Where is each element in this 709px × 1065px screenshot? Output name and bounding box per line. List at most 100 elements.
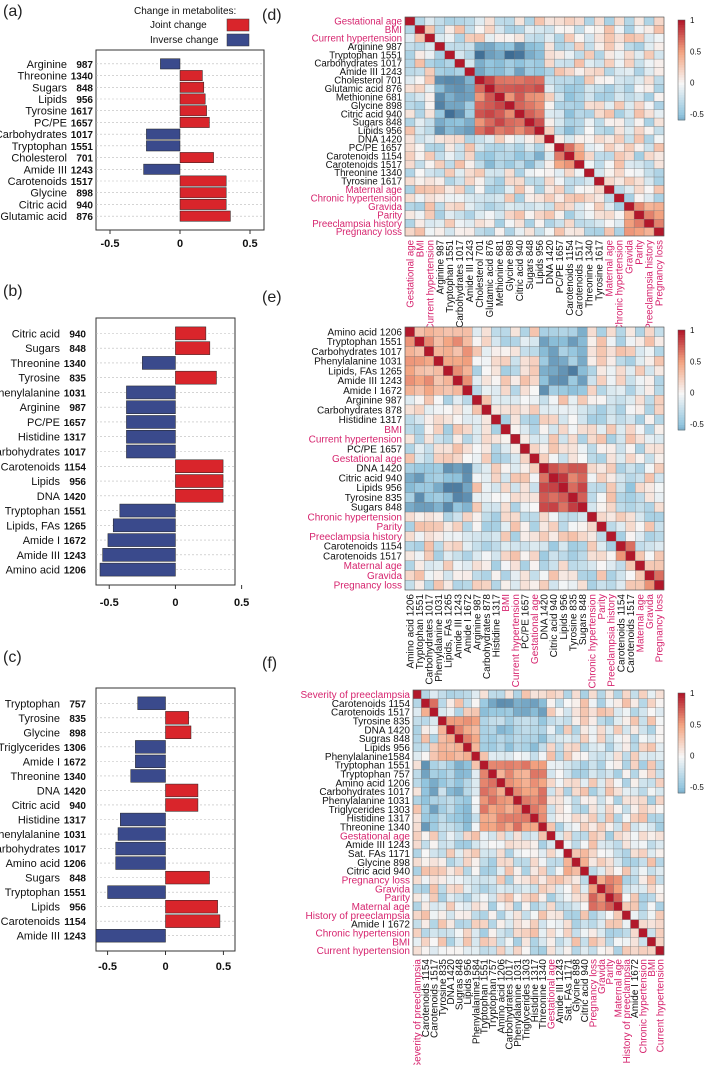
heatmap-cell bbox=[471, 560, 482, 571]
heatmap-cell bbox=[424, 414, 434, 425]
heatmap-cell bbox=[444, 160, 455, 169]
heatmap-cell bbox=[519, 443, 530, 454]
heatmap-cell bbox=[633, 219, 645, 228]
row-label: Amino acid 1206 bbox=[328, 327, 403, 338]
heatmap-cell bbox=[653, 185, 665, 195]
heatmap-cell bbox=[491, 453, 502, 464]
heatmap-cell bbox=[421, 804, 430, 814]
heatmap-cell bbox=[534, 101, 545, 110]
heatmap-cell bbox=[624, 50, 635, 60]
heatmap-cell bbox=[488, 910, 497, 920]
heatmap-cell bbox=[519, 346, 530, 357]
heatmap-cell bbox=[544, 25, 555, 34]
heatmap-cell bbox=[529, 502, 540, 513]
colorbar-step bbox=[678, 370, 685, 373]
heatmap-cell bbox=[587, 472, 598, 484]
heatmap-cell bbox=[454, 707, 464, 717]
heatmap-cell bbox=[519, 424, 530, 435]
row-label: Methionine 681 bbox=[336, 92, 402, 103]
heatmap-cell bbox=[606, 433, 617, 445]
heatmap-cell bbox=[529, 822, 539, 832]
heatmap-cell bbox=[655, 822, 665, 832]
heatmap-cell bbox=[446, 795, 455, 805]
bar bbox=[165, 798, 199, 812]
heatmap-cell bbox=[510, 521, 521, 532]
heatmap-cell bbox=[494, 227, 505, 237]
colorbar-step bbox=[678, 748, 685, 751]
wavenumber-label: 835 bbox=[69, 374, 86, 385]
heatmap-cell bbox=[437, 866, 447, 876]
heatmap-cell bbox=[500, 492, 511, 503]
heatmap-cell bbox=[462, 511, 473, 522]
heatmap-cell bbox=[494, 58, 505, 68]
heatmap-cell bbox=[452, 336, 463, 347]
heatmap-cell bbox=[622, 875, 631, 885]
category-label: Arginine bbox=[27, 59, 67, 71]
heatmap-cell bbox=[584, 16, 595, 26]
heatmap-cell bbox=[471, 414, 482, 425]
heatmap-cell bbox=[544, 134, 555, 144]
heatmap-cell bbox=[548, 375, 559, 386]
heatmap-cell bbox=[633, 50, 645, 60]
heatmap-cell bbox=[630, 848, 640, 858]
wavenumber-label: 956 bbox=[69, 477, 86, 488]
heatmap-cell bbox=[622, 742, 631, 752]
heatmap-cell bbox=[529, 511, 540, 522]
heatmap-cell bbox=[481, 326, 492, 337]
heatmap-cell bbox=[529, 716, 539, 726]
heatmap-cell bbox=[534, 176, 545, 186]
heatmap-cell bbox=[414, 134, 426, 144]
heatmap-cell bbox=[546, 875, 556, 885]
heatmap-cell bbox=[452, 502, 463, 513]
row-label: Gravida bbox=[368, 202, 402, 213]
panel-label-b: (b) bbox=[3, 283, 23, 300]
heatmap-cell bbox=[479, 813, 489, 823]
heatmap-cell bbox=[638, 875, 648, 885]
heatmap-cell bbox=[635, 326, 645, 337]
heatmap-cell bbox=[638, 937, 648, 947]
heatmap-cell bbox=[635, 580, 645, 591]
heatmap-cell bbox=[564, 151, 575, 161]
heatmap-cell bbox=[414, 453, 425, 464]
bar bbox=[117, 827, 166, 841]
wavenumber-label: 1340 bbox=[64, 359, 87, 370]
heatmap-cell bbox=[404, 16, 416, 26]
heatmap-cell bbox=[647, 866, 656, 876]
heatmap-cell bbox=[655, 698, 665, 708]
heatmap-cell bbox=[558, 346, 569, 357]
heatmap-cell bbox=[555, 884, 564, 894]
heatmap-cell bbox=[594, 101, 605, 110]
heatmap-cell bbox=[538, 725, 548, 735]
heatmap-cell bbox=[454, 946, 464, 956]
heatmap-cell bbox=[471, 928, 481, 938]
heatmap-cell bbox=[635, 356, 645, 367]
colorbar-step bbox=[678, 385, 685, 388]
heatmap-cell bbox=[446, 725, 455, 735]
colorbar-step bbox=[678, 102, 685, 106]
colorbar-step bbox=[678, 345, 685, 348]
heatmap-cell bbox=[638, 760, 648, 770]
row-label: Maternal age bbox=[346, 185, 402, 196]
wavenumber-label: 1617 bbox=[71, 107, 94, 118]
heatmap-cell bbox=[538, 787, 548, 797]
heatmap-cell bbox=[463, 813, 472, 823]
colorbar-tick-label: 0 bbox=[690, 752, 695, 761]
heatmap-cell bbox=[655, 928, 665, 938]
heatmap-cell bbox=[414, 117, 426, 127]
heatmap-cell bbox=[474, 16, 485, 26]
colorbar-step bbox=[678, 52, 685, 56]
heatmap-cell bbox=[555, 813, 564, 823]
category-label: Citric acid bbox=[12, 328, 60, 340]
heatmap-cell bbox=[534, 109, 545, 119]
heatmap-cell bbox=[615, 511, 626, 522]
heatmap-cell bbox=[633, 151, 645, 161]
heatmap-cell bbox=[643, 126, 655, 136]
heatmap-cell bbox=[630, 734, 640, 744]
heatmap-cell bbox=[454, 840, 464, 850]
heatmap-cell bbox=[596, 795, 606, 805]
heatmap-cell bbox=[433, 336, 444, 347]
category-label: Carotenoids bbox=[1, 916, 61, 928]
heatmap-cell bbox=[606, 541, 617, 552]
heatmap-cell bbox=[514, 143, 525, 152]
heatmap-cell bbox=[521, 769, 531, 779]
